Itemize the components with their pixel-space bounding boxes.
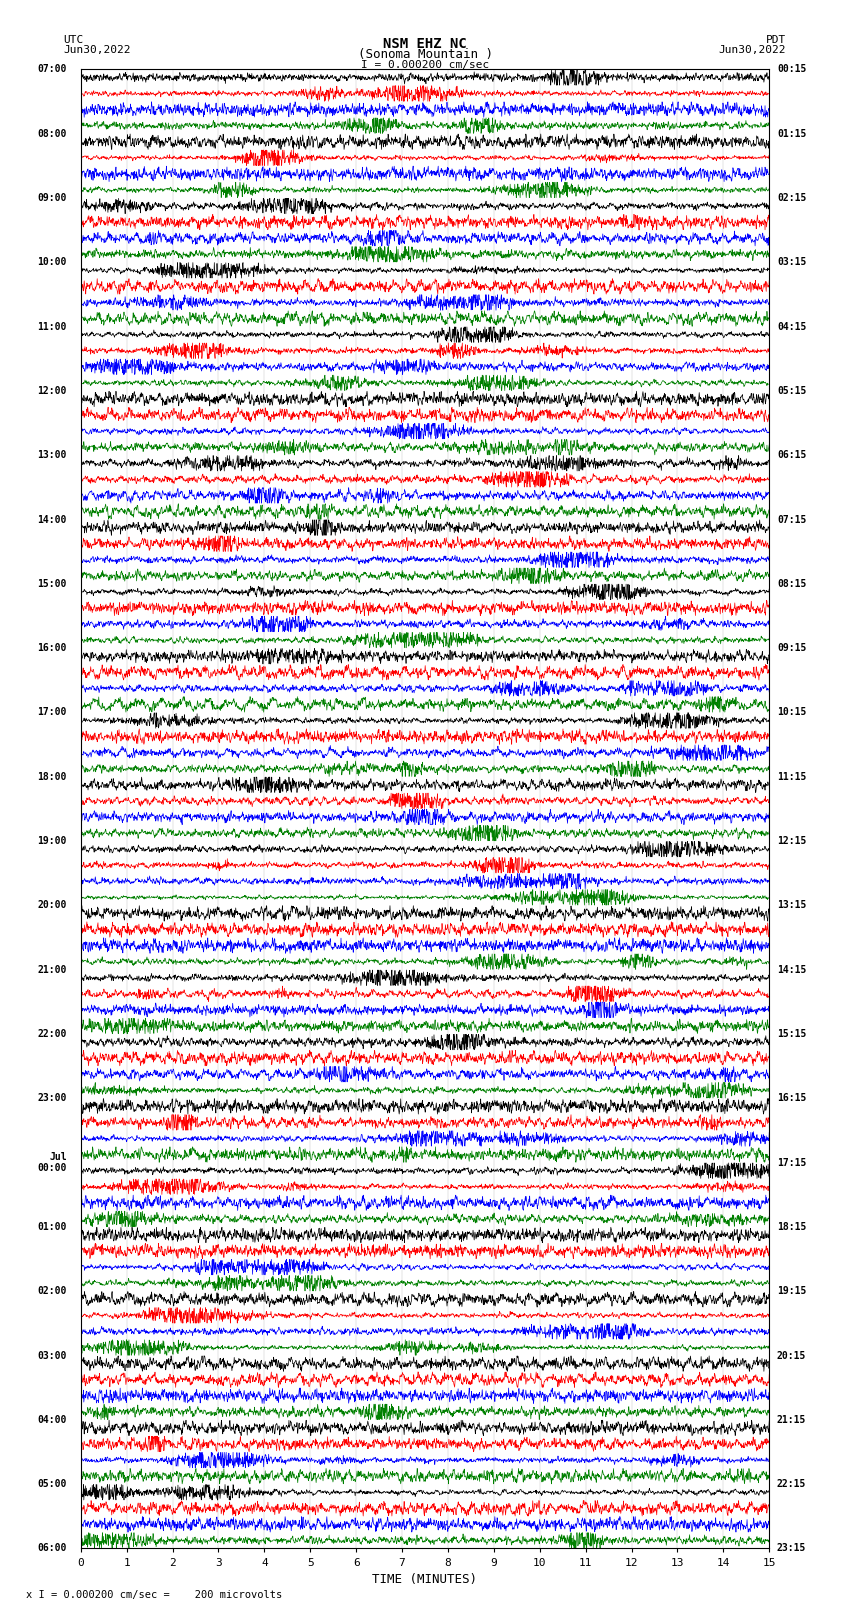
Text: Jul
00:00: Jul 00:00 — [37, 1152, 67, 1173]
Text: 10:15: 10:15 — [777, 708, 807, 718]
Text: 17:00: 17:00 — [37, 708, 67, 718]
Text: 04:15: 04:15 — [777, 321, 807, 332]
Text: 01:15: 01:15 — [777, 129, 807, 139]
Text: PDT: PDT — [766, 35, 786, 45]
Text: 22:15: 22:15 — [777, 1479, 807, 1489]
Text: 06:00: 06:00 — [37, 1544, 67, 1553]
Text: 06:15: 06:15 — [777, 450, 807, 460]
Text: 23:00: 23:00 — [37, 1094, 67, 1103]
Text: 03:00: 03:00 — [37, 1350, 67, 1360]
Text: (Sonoma Mountain ): (Sonoma Mountain ) — [358, 48, 492, 61]
Text: 14:15: 14:15 — [777, 965, 807, 974]
Text: 19:15: 19:15 — [777, 1286, 807, 1297]
Text: 20:15: 20:15 — [777, 1350, 807, 1360]
Text: I = 0.000200 cm/sec: I = 0.000200 cm/sec — [361, 60, 489, 69]
Text: 18:00: 18:00 — [37, 771, 67, 782]
Text: 05:00: 05:00 — [37, 1479, 67, 1489]
Text: 09:00: 09:00 — [37, 194, 67, 203]
Text: Jun30,2022: Jun30,2022 — [64, 45, 131, 55]
Text: 07:15: 07:15 — [777, 515, 807, 524]
Text: 04:00: 04:00 — [37, 1415, 67, 1424]
Text: 01:00: 01:00 — [37, 1223, 67, 1232]
Text: 15:15: 15:15 — [777, 1029, 807, 1039]
Text: 23:15: 23:15 — [777, 1544, 807, 1553]
Text: 00:15: 00:15 — [777, 65, 807, 74]
Text: 09:15: 09:15 — [777, 644, 807, 653]
Text: 19:00: 19:00 — [37, 836, 67, 847]
Text: 16:00: 16:00 — [37, 644, 67, 653]
Text: UTC: UTC — [64, 35, 84, 45]
Text: 10:00: 10:00 — [37, 258, 67, 268]
Text: 20:00: 20:00 — [37, 900, 67, 910]
Text: 13:15: 13:15 — [777, 900, 807, 910]
Text: 03:15: 03:15 — [777, 258, 807, 268]
Text: 17:15: 17:15 — [777, 1158, 807, 1168]
Text: NSM EHZ NC: NSM EHZ NC — [383, 37, 467, 52]
Text: 05:15: 05:15 — [777, 386, 807, 395]
Text: 02:15: 02:15 — [777, 194, 807, 203]
Text: 21:15: 21:15 — [777, 1415, 807, 1424]
Text: 21:00: 21:00 — [37, 965, 67, 974]
Text: x I = 0.000200 cm/sec =    200 microvolts: x I = 0.000200 cm/sec = 200 microvolts — [26, 1590, 281, 1600]
Text: Jun30,2022: Jun30,2022 — [719, 45, 786, 55]
Text: 22:00: 22:00 — [37, 1029, 67, 1039]
Text: 13:00: 13:00 — [37, 450, 67, 460]
Text: 18:15: 18:15 — [777, 1223, 807, 1232]
Text: 15:00: 15:00 — [37, 579, 67, 589]
Text: 11:00: 11:00 — [37, 321, 67, 332]
X-axis label: TIME (MINUTES): TIME (MINUTES) — [372, 1573, 478, 1586]
Text: 07:00: 07:00 — [37, 65, 67, 74]
Text: 14:00: 14:00 — [37, 515, 67, 524]
Text: 12:00: 12:00 — [37, 386, 67, 395]
Text: 08:00: 08:00 — [37, 129, 67, 139]
Text: 12:15: 12:15 — [777, 836, 807, 847]
Text: 16:15: 16:15 — [777, 1094, 807, 1103]
Text: 02:00: 02:00 — [37, 1286, 67, 1297]
Text: 11:15: 11:15 — [777, 771, 807, 782]
Text: 08:15: 08:15 — [777, 579, 807, 589]
